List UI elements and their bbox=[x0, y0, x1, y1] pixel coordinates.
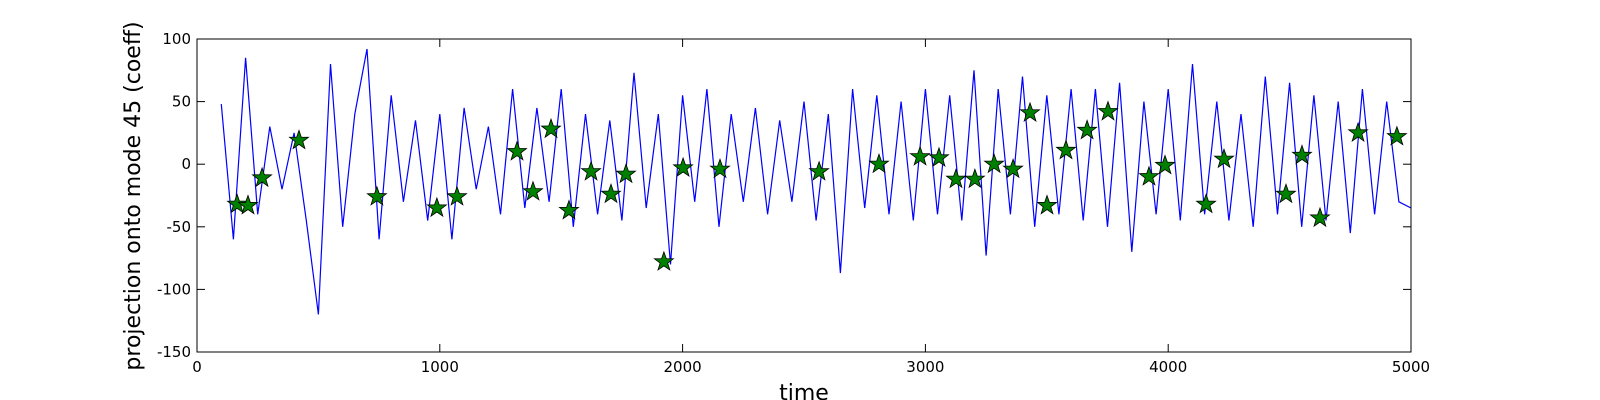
x-tick-label: 2000 bbox=[664, 358, 702, 376]
star-marker bbox=[615, 162, 637, 184]
star-marker bbox=[540, 117, 562, 139]
star-marker bbox=[600, 182, 622, 204]
y-tick-label: 0 bbox=[181, 155, 191, 173]
star-marker bbox=[446, 185, 468, 206]
y-tick-label: 50 bbox=[172, 93, 191, 111]
star-marker bbox=[1138, 165, 1160, 186]
star-marker bbox=[288, 129, 310, 150]
star-marker bbox=[366, 185, 388, 206]
star-marker bbox=[558, 199, 580, 220]
star-marker bbox=[1291, 144, 1313, 165]
y-tick-label: -150 bbox=[157, 343, 191, 361]
star-marker bbox=[964, 167, 986, 189]
star-marker bbox=[653, 250, 675, 271]
star-marker bbox=[522, 180, 544, 201]
x-axis-label: time bbox=[779, 381, 829, 400]
star-marker bbox=[1309, 206, 1331, 228]
star-marker bbox=[945, 167, 967, 189]
plot-frame bbox=[196, 38, 1412, 353]
y-tick-label: 100 bbox=[162, 30, 191, 48]
y-axis-label: projection onto mode 45 (coeff) bbox=[121, 21, 146, 370]
x-tick-label: 0 bbox=[192, 358, 202, 376]
star-marker bbox=[1347, 121, 1369, 142]
y-tick-label: -50 bbox=[167, 218, 192, 236]
star-marker bbox=[1097, 100, 1119, 121]
star-marker bbox=[672, 156, 694, 177]
star-marker bbox=[426, 196, 448, 218]
x-tick-label: 5000 bbox=[1392, 358, 1430, 376]
star-marker bbox=[1386, 125, 1408, 146]
star-marker bbox=[1195, 193, 1217, 214]
star-marker bbox=[709, 157, 731, 179]
star-marker bbox=[909, 145, 931, 166]
star-marker bbox=[506, 140, 528, 161]
star-marker bbox=[1154, 154, 1176, 175]
star-marker bbox=[1055, 139, 1077, 160]
data-line bbox=[220, 48, 1412, 315]
x-tick-label: 4000 bbox=[1149, 358, 1187, 376]
x-tick-label: 3000 bbox=[906, 358, 944, 376]
star-marker bbox=[1036, 194, 1058, 215]
star-marker bbox=[1002, 157, 1024, 179]
star-marker bbox=[1275, 182, 1297, 204]
star-marker bbox=[1213, 147, 1235, 169]
star-marker bbox=[251, 166, 273, 188]
star-marker bbox=[808, 160, 830, 181]
star-marker bbox=[928, 146, 950, 167]
star-marker bbox=[868, 152, 890, 174]
x-tick-label: 1000 bbox=[421, 358, 459, 376]
star-marker bbox=[237, 194, 259, 215]
y-tick-label: -100 bbox=[157, 280, 191, 298]
star-marker bbox=[983, 152, 1005, 174]
star-marker bbox=[580, 160, 602, 181]
star-marker bbox=[226, 193, 248, 214]
star-marker bbox=[1019, 101, 1041, 122]
star-marker bbox=[1076, 119, 1098, 140]
